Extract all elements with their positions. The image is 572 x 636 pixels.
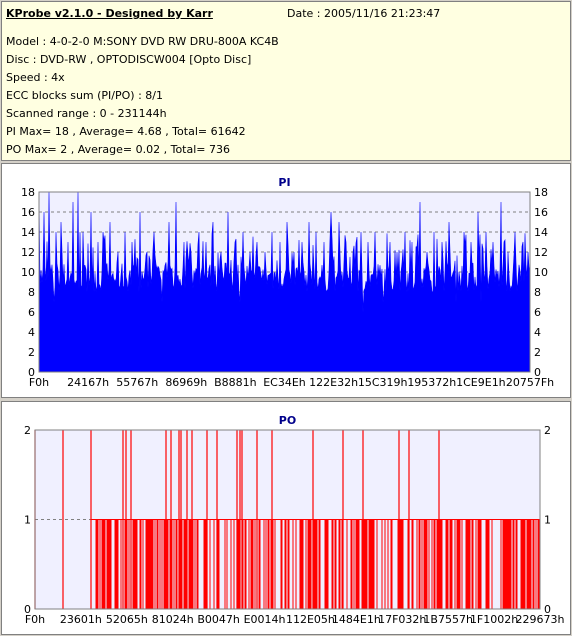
pi-xtick-label: 15C319h (358, 376, 408, 389)
po-xtick-label: 52065h (106, 613, 148, 626)
pi-xtick-label: 20757Fh (506, 376, 554, 389)
pi-plot-border (38, 191, 531, 373)
pi-xtick-label: F0h (29, 376, 49, 389)
pi-ytick-left: 8 (28, 286, 35, 299)
po-ytick-right: 2 (544, 424, 551, 437)
pi-xtick-label: 122E32h (309, 376, 358, 389)
pi-ytick-right: 4 (534, 326, 541, 339)
pi-xtick-label: B8881h (214, 376, 257, 389)
po-xtick-label: 229673h (516, 613, 565, 626)
po-chart-title: PO (279, 414, 296, 427)
pi-ytick-right: 8 (534, 286, 541, 299)
info-ecc-blocks: ECC blocks sum (PI/PO) : 8/1 (6, 89, 163, 102)
pi-ytick-left: 0 (28, 366, 35, 379)
scan-date: Date : 2005/11/16 21:23:47 (287, 7, 441, 20)
pi-ytick-left: 10 (21, 266, 35, 279)
po-xtick-label: 1484E1h (332, 613, 381, 626)
info-disc: Disc : DVD-RW , OPTODISCW004 [Opto Disc] (6, 53, 252, 66)
info-po-stats: PO Max= 2 , Average= 0.02 , Total= 736 (6, 143, 230, 156)
info-pi-stats: PI Max= 18 , Average= 4.68 , Total= 6164… (6, 125, 246, 138)
po-xtick-label: 23601h (60, 613, 102, 626)
po-xtick-label: 1F1002h (470, 613, 518, 626)
po-ytick-left: 0 (24, 603, 31, 616)
pi-ytick-left: 16 (21, 206, 35, 219)
po-ytick-right: 0 (544, 603, 551, 616)
pi-chart-panel: 0 0 2 2 4 4 6 6 8 8 10 10 12 12 14 14 16 16 18 18 F0h 24167h 5… (1, 163, 571, 398)
po-xtick-label: 1B7557h (423, 613, 473, 626)
po-xtick-label: E0014h (244, 613, 286, 626)
pi-chart-title: PI (278, 176, 290, 189)
po-ytick-right: 1 (544, 514, 551, 527)
app-title: KProbe v2.1.0 - Designed by Karr (6, 7, 213, 20)
pi-ytick-left: 14 (21, 226, 35, 239)
info-speed: Speed : 4x (6, 71, 65, 84)
pi-ytick-left: 18 (21, 186, 35, 199)
po-xtick-label: 17F032h (378, 613, 426, 626)
po-ytick-left: 1 (24, 514, 31, 527)
po-plot-border (34, 429, 541, 610)
pi-xtick-label: 24167h (67, 376, 109, 389)
pi-ytick-right: 12 (534, 246, 548, 259)
pi-ytick-left: 2 (28, 346, 35, 359)
pi-xtick-label: 195372h (407, 376, 456, 389)
pi-ytick-left: 6 (28, 306, 35, 319)
pi-chart: 0 0 2 2 4 4 6 6 8 8 10 10 12 12 14 14 16 16 18 18 F0h 24167h 5… (21, 176, 554, 389)
pi-ytick-right: 16 (534, 206, 548, 219)
pi-ytick-right: 14 (534, 226, 548, 239)
pi-xtick-label: 1CE9E1h (456, 376, 506, 389)
pi-series (38, 191, 531, 373)
info-model: Model : 4-0-2-0 M:SONY DVD RW DRU-800A K… (6, 35, 279, 48)
info-panel: KProbe v2.1.0 - Designed by Karr Date : … (1, 1, 571, 161)
pi-xtick-label: 86969h (165, 376, 207, 389)
pi-ytick-left: 4 (28, 326, 35, 339)
pi-ytick-right: 2 (534, 346, 541, 359)
pi-ytick-left: 12 (21, 246, 35, 259)
pi-ytick-right: 6 (534, 306, 541, 319)
po-chart-panel: 0 0 1 1 2 2 F0h 23601h 52065h 81024h B0047h E0014h 1… (1, 401, 571, 635)
pi-ytick-right: 18 (534, 186, 548, 199)
pi-xtick-label: EC34Eh (263, 376, 306, 389)
po-xtick-label: 81024h (152, 613, 194, 626)
po-xtick-label: B0047h (197, 613, 240, 626)
info-scanned-range: Scanned range : 0 - 231144h (6, 107, 167, 120)
pi-xtick-label: 55767h (116, 376, 158, 389)
po-xtick-label: 112E05h (286, 613, 335, 626)
po-ytick-left: 2 (24, 424, 31, 437)
pi-ytick-right: 10 (534, 266, 548, 279)
pi-ytick-right: 0 (534, 366, 541, 379)
po-xtick-label: F0h (25, 613, 45, 626)
